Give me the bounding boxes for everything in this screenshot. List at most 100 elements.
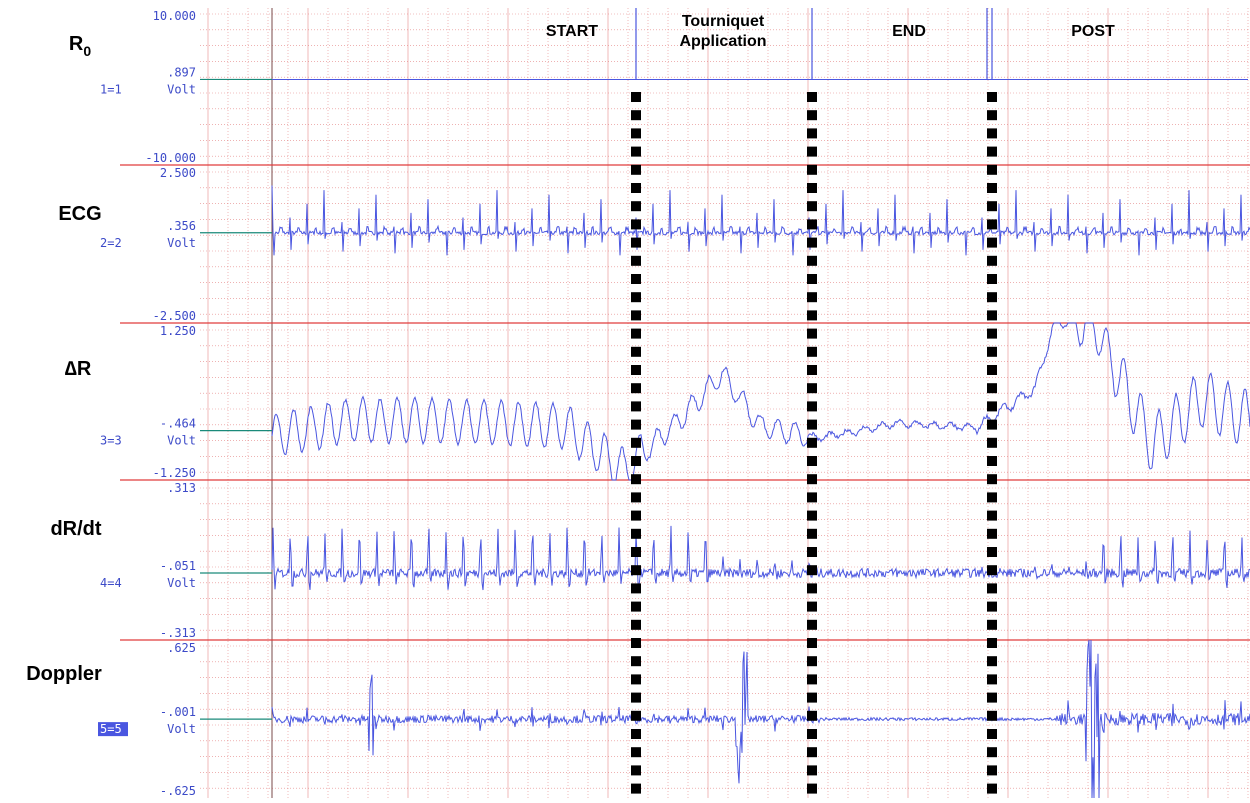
phase-marker-dot [807,365,817,375]
channel-id-label[interactable]: 1=1 [100,82,122,96]
separator-layer [120,78,1250,720]
scale-top-value: .625 [167,641,196,655]
phase-marker-dot [987,419,997,430]
phase-marker-dot [807,619,817,630]
phase-marker-dot [631,601,641,612]
phase-marker-dot [987,765,997,776]
channel-name-text: ∆R [65,358,92,380]
phase-marker-dot [807,201,817,212]
channel-unit-label: Volt [167,236,196,250]
phase-marker-dot [631,474,641,485]
phase-marker-dot [631,346,641,357]
phase-marker-dot [631,255,641,266]
phase-marker-dot [807,346,817,357]
phase-marker-dot [987,201,997,212]
phase-marker-dot [807,456,817,466]
phase-marker-dot [987,747,997,758]
channel-id-label[interactable]: 2=2 [100,236,122,250]
scale-mid-value: .897 [167,65,196,79]
phase-marker-dot [987,237,997,248]
trace-layer [271,79,1250,799]
phase-marker-dot [631,510,641,521]
phase-marker-dot [987,346,997,357]
phase-marker-dot [987,783,997,794]
phase-marker-dot [631,674,641,685]
label-layer: 10.000 .897 -10.000 1=1 Volt R0 2.500 .356 -2.50… [26,9,1115,798]
phase-marker-dot [807,692,817,703]
phase-marker-dot [987,547,997,557]
phase-marker-dot [987,474,997,485]
phase-marker-dot [631,292,641,303]
phase-marker-dot [631,619,641,630]
trace-drdt [271,525,1250,591]
phase-marker-dot [807,164,817,175]
phase-marker-dot [987,528,997,539]
channel-name: Doppler [26,663,102,685]
phase-marker-dot [807,437,817,448]
phase-marker-dot [807,310,817,321]
phase-marker-dot [987,219,997,230]
scale-bottom-value: -.625 [160,784,196,798]
phase-marker-dot [987,274,997,284]
channel-id-label[interactable]: 4=4 [100,576,122,590]
phase-marker-dot [807,255,817,266]
phase-marker-dot [987,110,997,121]
phase-marker-dot [631,310,641,321]
phase-marker-dot [807,419,817,430]
phase-marker-dot [631,419,641,430]
phase-marker-dot [631,401,641,412]
phase-marker-dot [807,401,817,412]
phase-marker-dot [987,401,997,412]
phase-marker-dot [987,183,997,193]
phase-marker-dot [987,619,997,630]
channel-name-text: Doppler [26,663,102,685]
phase-marker-dot [631,437,641,448]
phase-marker-dot [987,583,997,594]
phase-marker-dot [631,183,641,193]
channel-unit-label: Volt [167,576,196,590]
phase-marker-dot [631,547,641,557]
phase-marker-dot [807,110,817,121]
phase-marker-dot [631,365,641,375]
phase-label: Application [679,33,766,50]
phase-marker-dot [631,765,641,776]
channel-id-label[interactable]: 5=5 [100,722,122,736]
phase-marker-dot [987,456,997,466]
phase-layer [635,8,993,80]
phase-marker-dot [807,565,817,576]
phase-marker-dot [807,528,817,539]
channel-name-text: R [69,33,84,55]
phase-marker-dot [807,92,817,102]
phase-marker-dot [807,783,817,794]
phase-marker-dot [987,437,997,448]
phase-label: Tourniquet [682,13,765,30]
marker-layer [631,92,997,794]
phase-marker-dot [987,510,997,521]
phase-marker-dot [987,310,997,321]
phase-marker-dot [807,474,817,485]
phase-marker-dot [987,365,997,375]
phase-marker-dot [807,492,817,503]
scale-mid-value: -.001 [160,705,196,719]
phase-marker-dot [631,783,641,794]
phase-marker-dot [631,710,641,721]
scale-top-value: .313 [167,481,196,495]
phase-marker-dot [631,146,641,157]
channel-name: ∆R [65,358,92,380]
scale-bottom-value: -2.500 [153,309,196,323]
phase-label: POST [1071,23,1115,40]
phase-marker-dot [987,656,997,667]
channel-name: ECG [58,203,101,225]
phase-marker-dot [807,146,817,157]
phase-marker-dot [807,383,817,394]
phase-marker-dot [807,765,817,776]
phase-marker-dot [807,328,817,339]
channel-id-label[interactable]: 3=3 [100,434,122,448]
phase-marker-dot [631,274,641,284]
channel-unit-label: Volt [167,82,196,96]
phase-marker-dot [987,128,997,139]
phase-marker-dot [631,110,641,121]
phase-marker-dot [807,510,817,521]
scale-mid-value: -.051 [160,559,196,573]
